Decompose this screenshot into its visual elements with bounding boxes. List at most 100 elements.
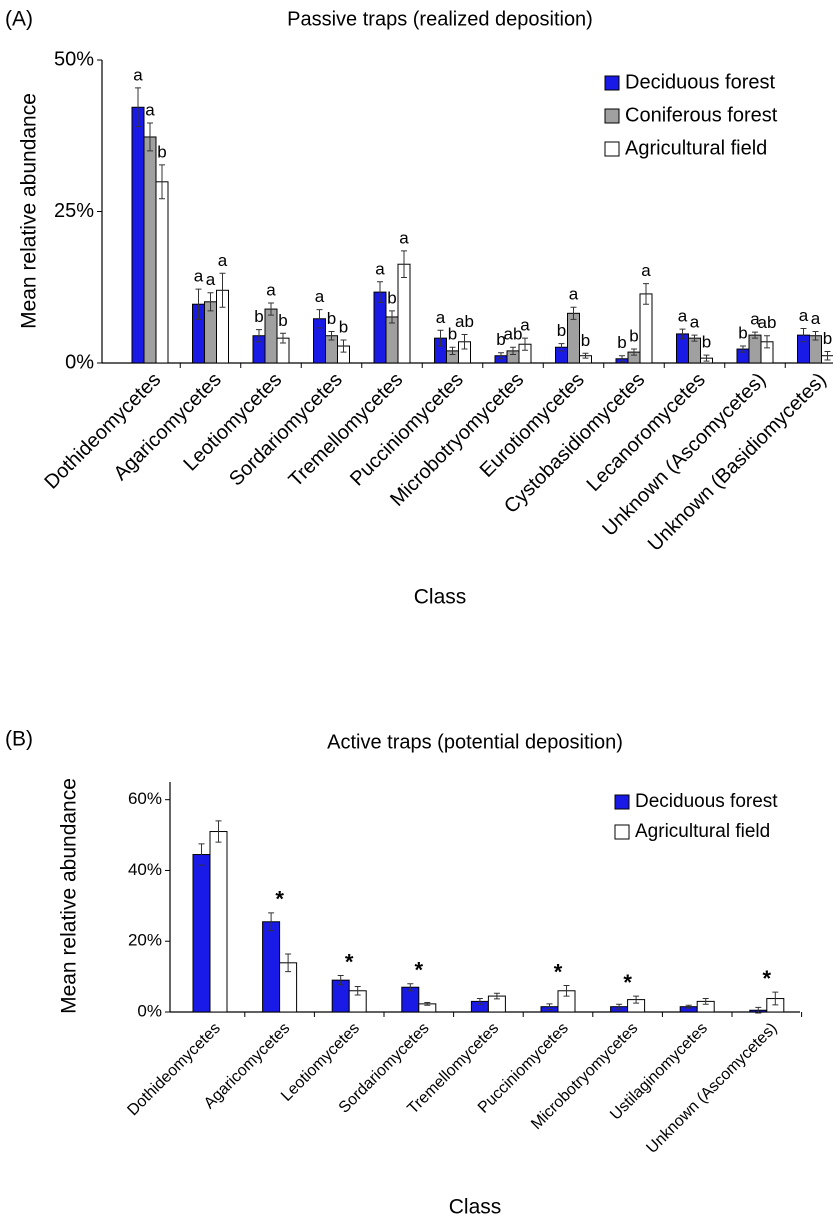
significance-letter: ab [504,325,523,344]
significance-letter: a [641,261,651,280]
error-bar [703,354,710,362]
significance-letter: a [206,270,216,289]
significance-letter: b [496,330,505,349]
x-axis-label: Class [414,586,467,609]
error-bar [510,346,516,356]
significance-asterisk: * [275,887,284,912]
bar [397,263,411,364]
bar [567,312,580,364]
error-bar [285,953,292,973]
error-bar [679,328,686,340]
legend-swatch [604,108,620,124]
error-bar [755,1006,762,1014]
y-axis-label: Mean relative abundance [58,778,81,1014]
legend-label: Deciduous forest [635,791,778,812]
significance-letter: a [520,316,530,335]
bar [209,831,228,1013]
legend-label: Coniferous forest [625,104,778,126]
error-bar [772,991,779,1006]
error-bar [316,309,323,329]
y-tick-label: 50% [54,48,94,70]
error-bar [354,986,361,996]
bar [264,308,278,364]
significance-letter: a [436,308,446,327]
error-bar [702,998,709,1005]
error-bar [619,355,625,363]
error-bar [268,912,275,932]
error-bar [570,306,577,320]
error-bar [256,329,262,343]
error-bar [337,975,344,986]
significance-letter: b [157,142,166,161]
significance-letter: ab [455,312,474,331]
chart-panel: (B) Active traps (potential deposition) Me… [5,728,803,1219]
error-bar [215,820,222,843]
error-bar [437,329,444,347]
error-bar [268,302,274,316]
error-bar [685,1004,692,1009]
error-bar [643,283,649,305]
significance-letter: b [327,309,336,328]
chart-title: Passive traps (realized deposition) [287,8,593,30]
error-bar [449,346,456,356]
significance-letter: a [375,259,385,278]
significance-letter: b [738,324,747,343]
significance-letter: a [266,280,276,299]
bar [131,106,145,364]
y-tick-label: 0% [65,351,94,373]
error-bar [424,1001,431,1006]
bar [262,921,281,1013]
significance-letter: b [339,317,348,336]
bar [155,181,169,364]
chart-panel: (A) Passive traps (realized deposition) Me… [5,8,833,609]
error-bar [752,331,758,339]
error-bar [498,352,504,360]
y-tick-label: 0% [137,1001,162,1020]
error-bar [340,339,347,353]
error-bar [563,984,570,997]
legend-label: Agricultural field [625,137,767,159]
significance-letter: a [218,251,228,270]
x-tick-label: Pucciniomycetes [346,369,468,491]
error-bar [461,334,468,350]
bar [143,136,157,364]
x-tick-label: Agaricomycetes [110,369,226,485]
significance-asterisk: * [415,958,424,983]
error-bar [691,334,698,342]
bar [748,334,762,364]
error-bar [147,122,153,152]
error-bar [631,348,637,356]
error-bar [401,250,407,279]
significance-letter: a [811,309,821,328]
significance-asterisk: * [763,966,772,991]
legend-swatch [604,75,620,91]
legend-label: Agricultural field [635,821,770,842]
error-bar [407,983,414,992]
bar [192,854,211,1013]
error-bar [812,330,819,341]
error-bar [522,337,528,351]
error-bar [389,310,395,324]
error-bar [493,992,500,1000]
error-bar [159,164,165,200]
significance-letter: b [278,311,287,330]
error-bar [740,345,746,353]
error-bar [219,272,226,308]
significance-letter: b [617,333,626,352]
y-tick-label: 40% [128,860,162,879]
significance-letter: b [387,288,396,307]
significance-letter: a [690,313,700,332]
x-tick-label: Tremellomycetes [285,369,408,492]
significance-letter: a [750,310,760,329]
error-bar [582,352,589,359]
y-tick-label: 60% [128,789,162,808]
panel-label: (A) [5,8,33,31]
significance-letter: b [581,331,590,350]
significance-letter: a [569,285,579,304]
y-tick-label: 25% [54,200,94,222]
error-bar [764,335,770,349]
error-bar [558,343,565,352]
legend-label: Deciduous forest [625,71,776,93]
bar [688,337,701,364]
legend-swatch [614,794,630,810]
